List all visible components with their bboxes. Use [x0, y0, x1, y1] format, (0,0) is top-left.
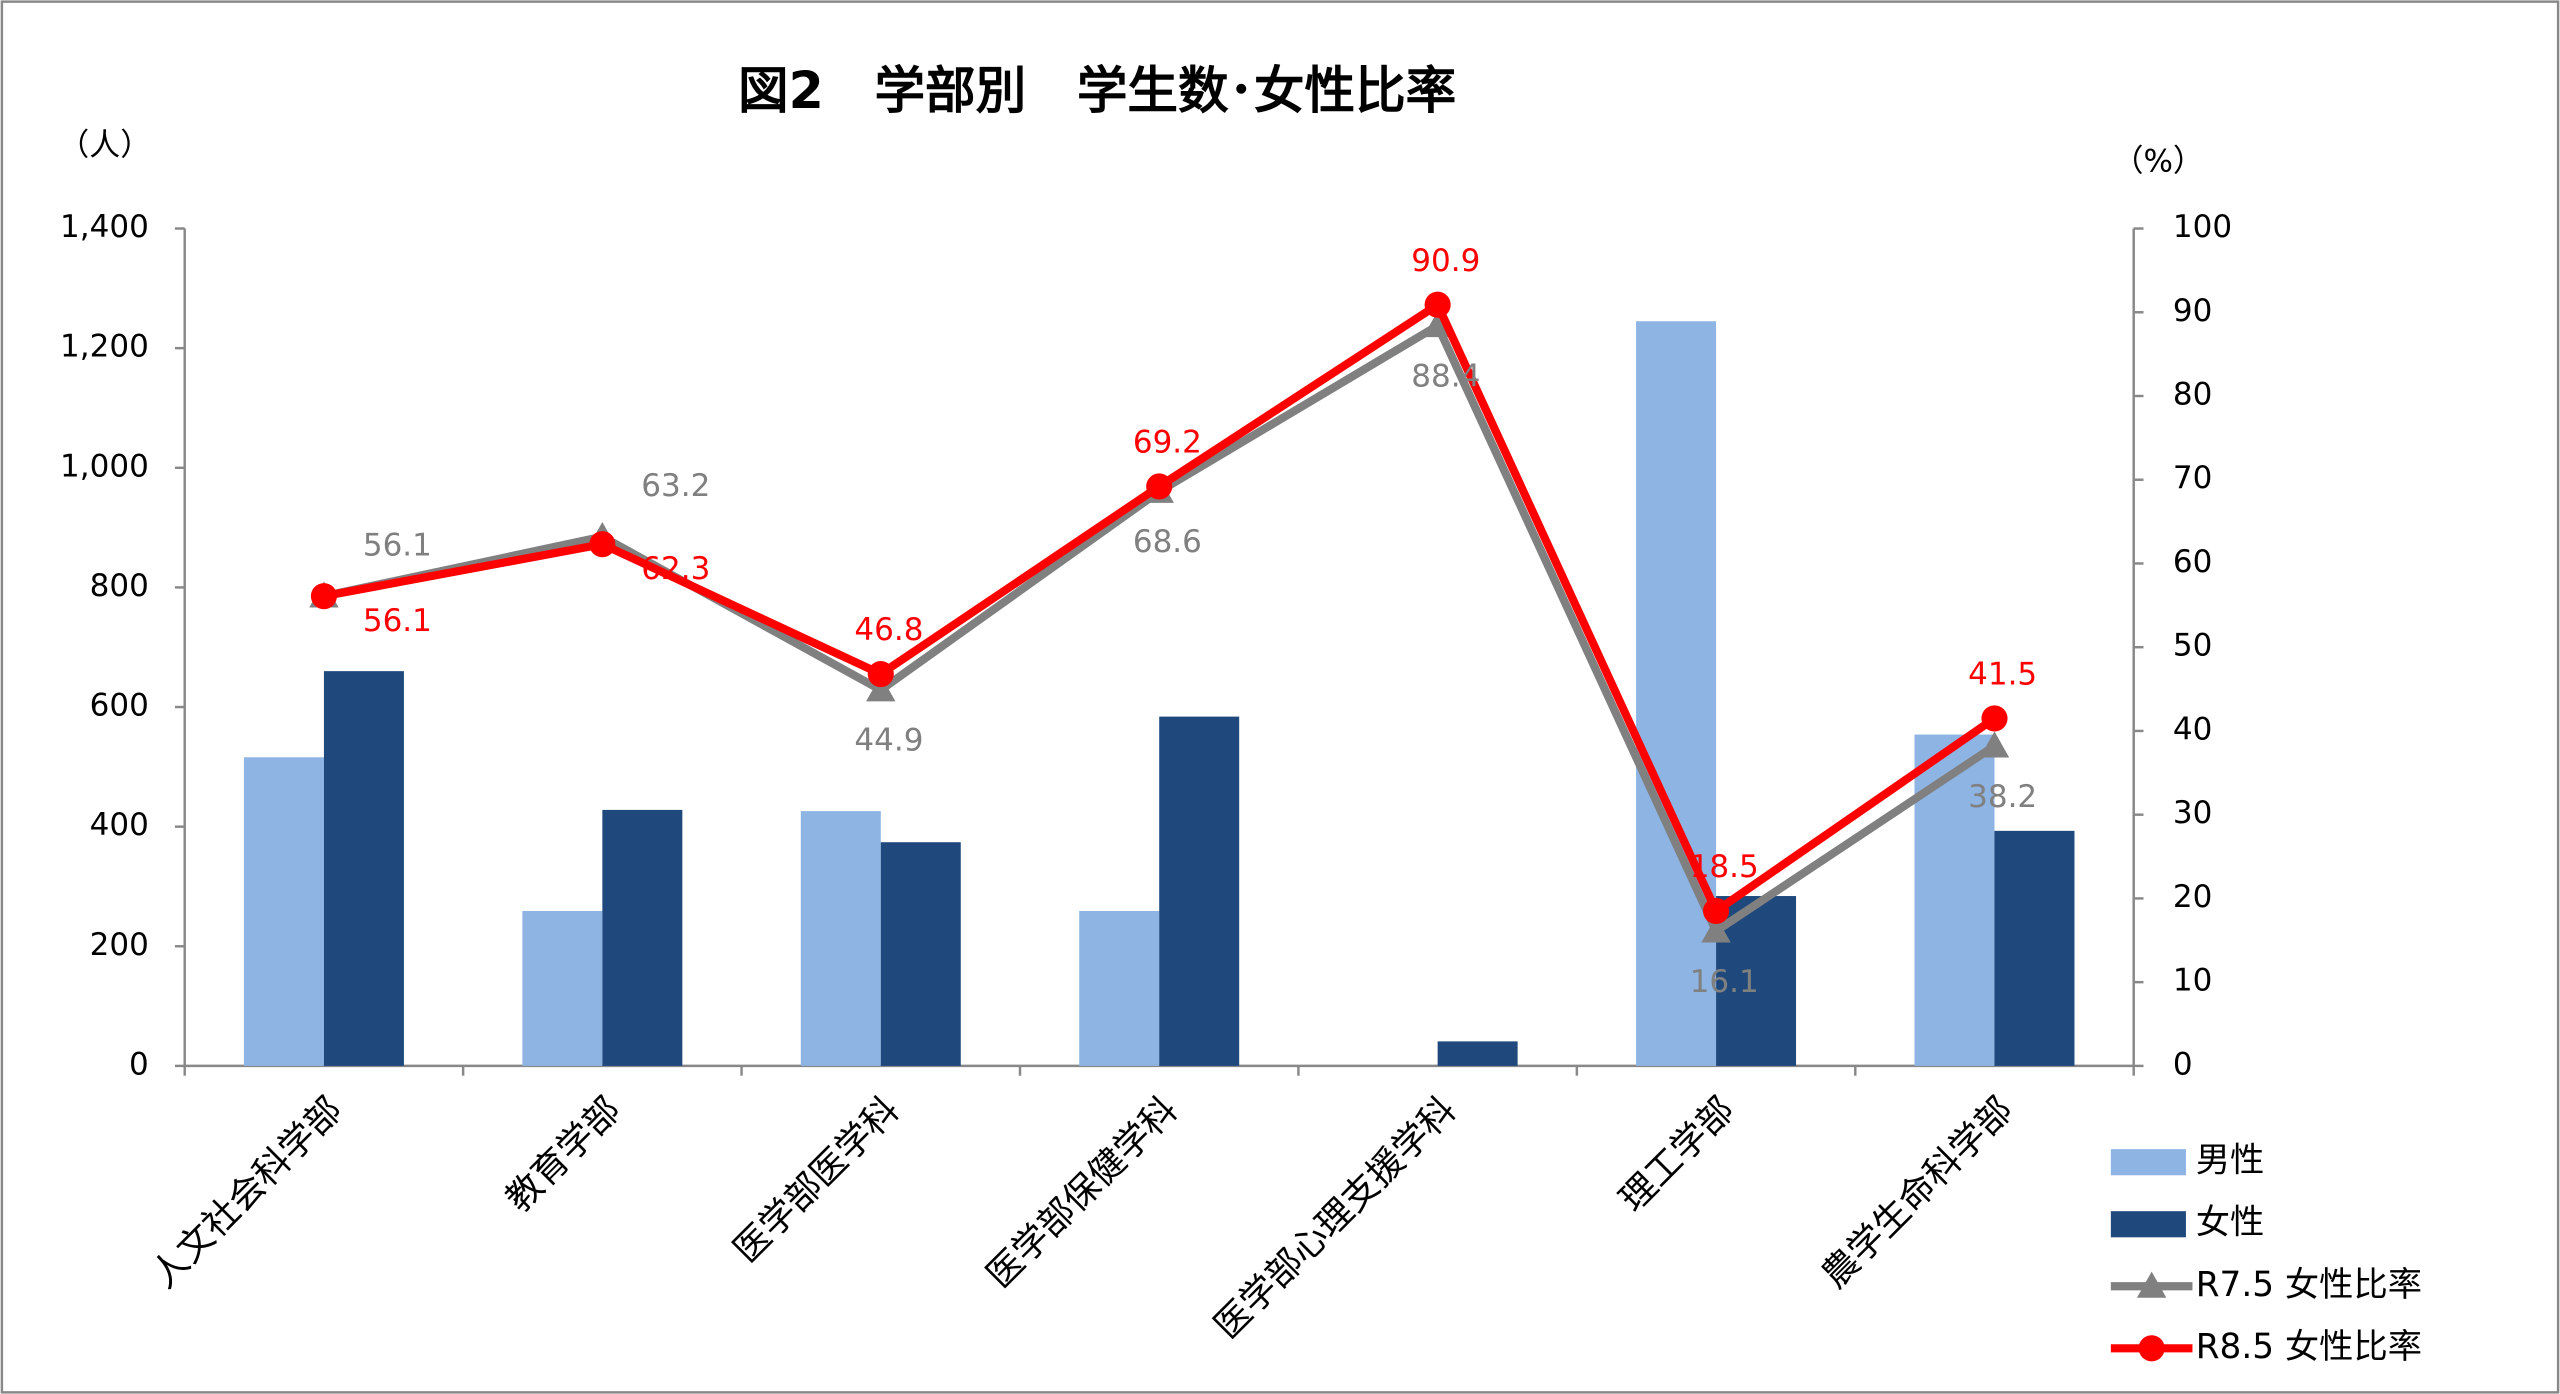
- bar: [1437, 1041, 1518, 1066]
- y2-tick-label: 90: [2173, 293, 2212, 329]
- legend-label: 男性: [2196, 1141, 2265, 1181]
- y2-tick-label: 40: [2173, 711, 2212, 747]
- data-label: 44.9: [854, 723, 923, 759]
- legend-marker: [2136, 1271, 2167, 1298]
- y2-axis-label: （%）: [2112, 144, 2203, 180]
- y-tick-label: 600: [90, 688, 149, 724]
- bar: [243, 757, 324, 1066]
- marker: [1979, 731, 2010, 758]
- data-label: 88.4: [1411, 358, 1480, 394]
- data-label: 56.1: [363, 528, 432, 564]
- data-label: 16.1: [1690, 964, 1759, 1000]
- y-tick-label: 400: [90, 807, 149, 843]
- marker: [1703, 897, 1730, 925]
- y2-tick-label: 100: [2173, 209, 2232, 245]
- marker: [1981, 705, 2008, 732]
- y2-tick-label: 10: [2173, 963, 2212, 999]
- bar: [1079, 910, 1160, 1066]
- marker: [866, 675, 896, 702]
- data-label: 68.6: [1133, 524, 1202, 560]
- y2-tick-label: 20: [2173, 879, 2212, 915]
- data-label: 90.9: [1411, 243, 1480, 279]
- data-label: 56.1: [363, 603, 432, 639]
- marker: [1422, 310, 1453, 338]
- data-label: 41.5: [1968, 656, 2037, 692]
- marker: [1701, 916, 1731, 943]
- bar: [323, 671, 404, 1066]
- bar: [880, 842, 961, 1066]
- y2-tick-label: 80: [2173, 377, 2212, 413]
- y-tick-label: 200: [90, 927, 149, 963]
- chart-title: 図2 学部別 学生数･女性比率: [738, 61, 1456, 120]
- marker: [1424, 291, 1451, 318]
- marker: [589, 531, 616, 558]
- y2-tick-label: 30: [2173, 795, 2212, 831]
- y-tick-label: 1,200: [60, 329, 149, 365]
- y-tick-label: 1,400: [60, 209, 149, 245]
- legend-swatch: [2110, 1211, 2186, 1238]
- y2-tick-label: 0: [2173, 1046, 2193, 1082]
- legend-swatch: [2110, 1149, 2186, 1176]
- legend-marker: [2138, 1335, 2165, 1362]
- bar: [800, 811, 881, 1066]
- marker: [867, 660, 894, 688]
- y2-tick-label: 70: [2173, 460, 2212, 496]
- legend-label: 女性: [2196, 1203, 2265, 1243]
- y-tick-label: 0: [129, 1046, 149, 1082]
- y-tick-label: 1,000: [60, 448, 149, 484]
- data-label: 69.2: [1133, 424, 1202, 460]
- data-label: 63.2: [641, 468, 710, 504]
- data-label: 46.8: [854, 612, 923, 648]
- data-label: 18.5: [1690, 849, 1759, 885]
- bar: [1636, 321, 1717, 1066]
- marker: [310, 583, 337, 610]
- y2-tick-label: 60: [2173, 544, 2212, 580]
- legend-label: R7.5 女性比率: [2196, 1265, 2422, 1305]
- data-label: 62.3: [641, 551, 710, 587]
- y-axis-label: （人）: [58, 127, 151, 163]
- legend-label: R8.5 女性比率: [2196, 1327, 2422, 1367]
- bar: [522, 910, 603, 1066]
- y2-tick-label: 50: [2173, 628, 2212, 664]
- marker: [1146, 473, 1173, 500]
- bar: [602, 809, 683, 1066]
- bar: [1994, 830, 2075, 1066]
- bar: [1159, 716, 1240, 1066]
- data-label: 38.2: [1968, 779, 2037, 815]
- y-tick-label: 800: [90, 568, 149, 604]
